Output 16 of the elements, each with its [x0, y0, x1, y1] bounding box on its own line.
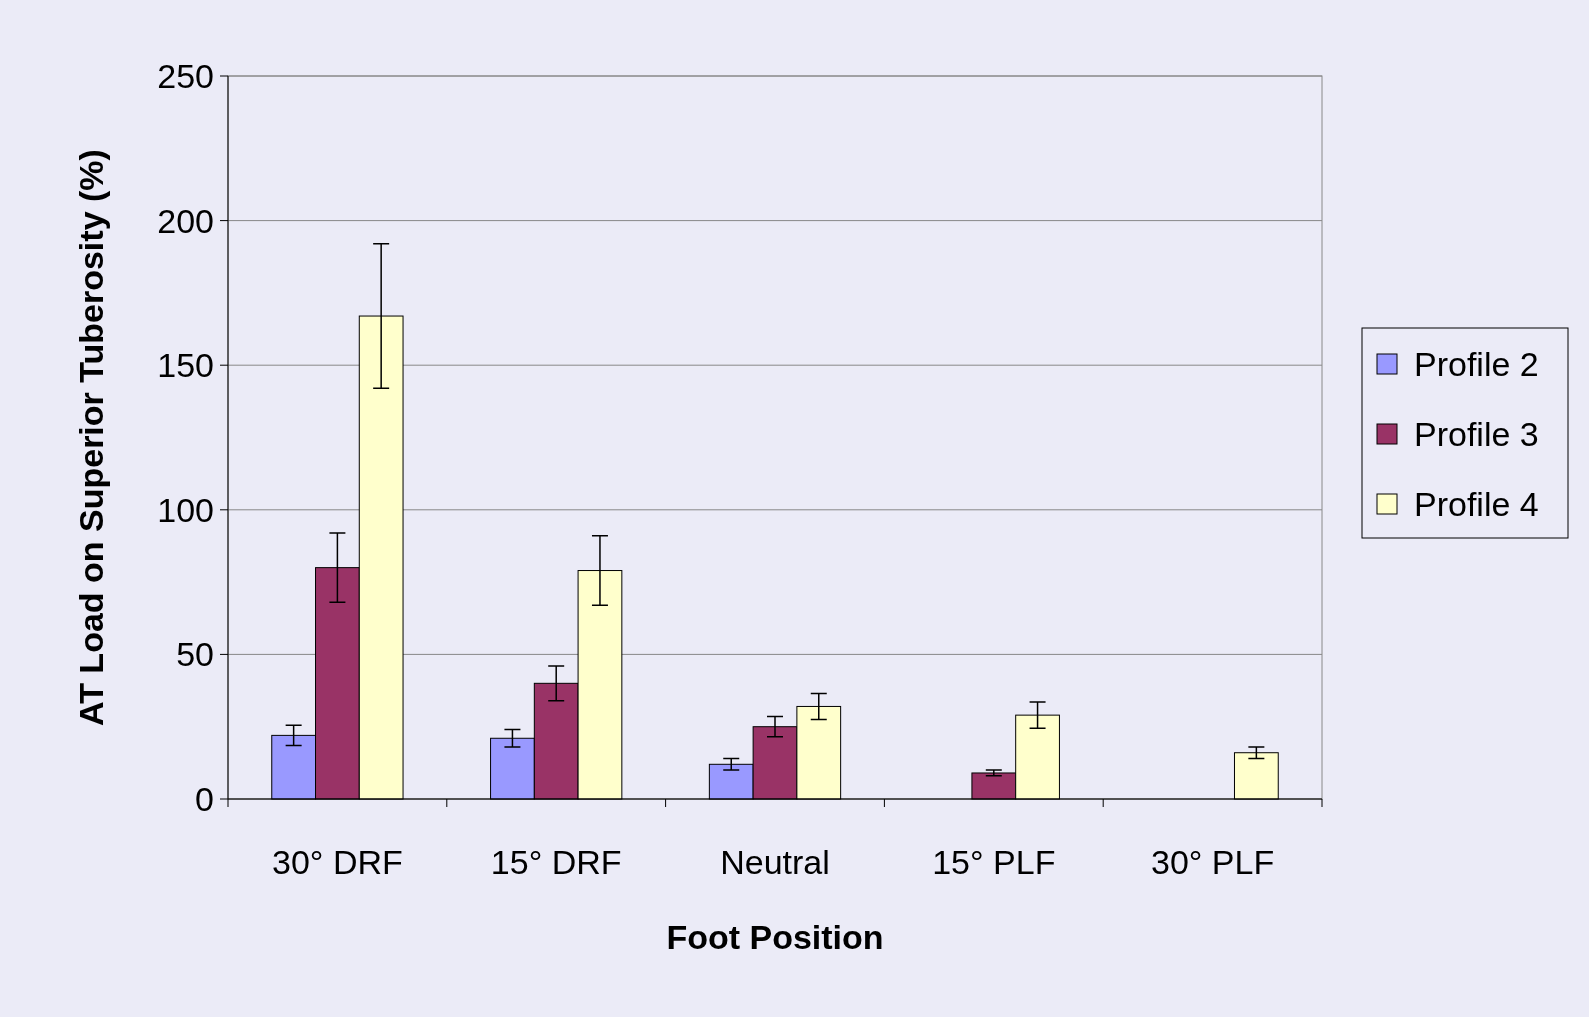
y-tick-label: 50 — [176, 635, 214, 674]
legend-label: Profile 3 — [1414, 414, 1539, 453]
y-tick-label: 250 — [157, 56, 214, 95]
y-tick-label: 100 — [157, 490, 214, 529]
x-tick-label: 15° DRF — [490, 843, 622, 881]
x-tick-label: 30° DRF — [272, 843, 403, 881]
x-tick-label: 30° PLF — [1150, 843, 1275, 881]
y-tick-label: 200 — [157, 201, 214, 240]
x-axis-title: Foot Position — [666, 918, 884, 956]
x-tick-label: Neutral — [720, 843, 830, 881]
y-tick-label: 0 — [195, 779, 214, 818]
legend-label: Profile 2 — [1414, 344, 1539, 383]
y-tick-label: 150 — [157, 346, 214, 385]
legend-label: Profile 4 — [1414, 484, 1539, 523]
y-axis-title: AT Load on Superior Tuberosity (%) — [72, 149, 110, 726]
x-tick-label: 15° PLF — [932, 843, 1056, 881]
